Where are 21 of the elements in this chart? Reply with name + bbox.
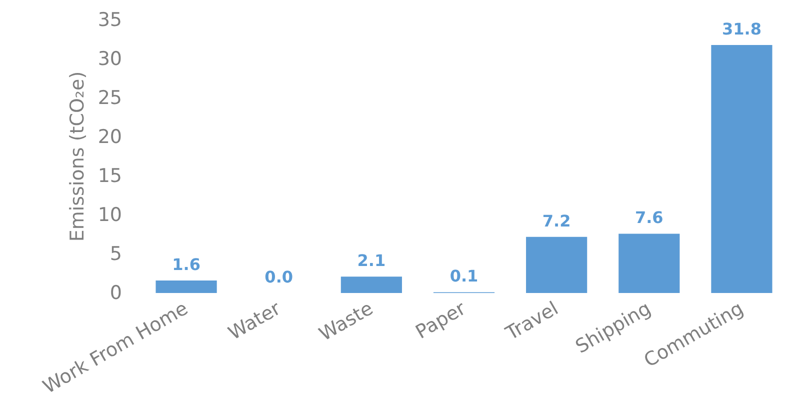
data-label: 0.0 xyxy=(264,268,294,286)
y-tick-label: 25 xyxy=(98,87,122,109)
y-tick-label: 20 xyxy=(98,126,122,148)
data-label: 31.8 xyxy=(722,19,762,38)
bar xyxy=(618,234,680,293)
y-tick-label: 5 xyxy=(110,243,122,265)
bar xyxy=(340,276,402,293)
y-tick-label: 35 xyxy=(98,9,122,31)
y-tick-label: 10 xyxy=(98,204,122,226)
data-label: 2.1 xyxy=(357,251,386,270)
data-label: 7.6 xyxy=(634,208,664,228)
bar xyxy=(711,44,772,293)
bar xyxy=(526,236,588,293)
data-label: 0.1 xyxy=(450,266,478,286)
y-tick-label: 15 xyxy=(98,165,122,187)
data-label: 7.2 xyxy=(542,211,571,230)
y-axis-title: Emissions (tCO₂e) xyxy=(66,71,88,242)
bar xyxy=(156,280,217,293)
y-tick-label: 0 xyxy=(110,282,122,304)
data-label: 1.6 xyxy=(172,255,200,274)
y-tick-label: 30 xyxy=(98,48,122,70)
